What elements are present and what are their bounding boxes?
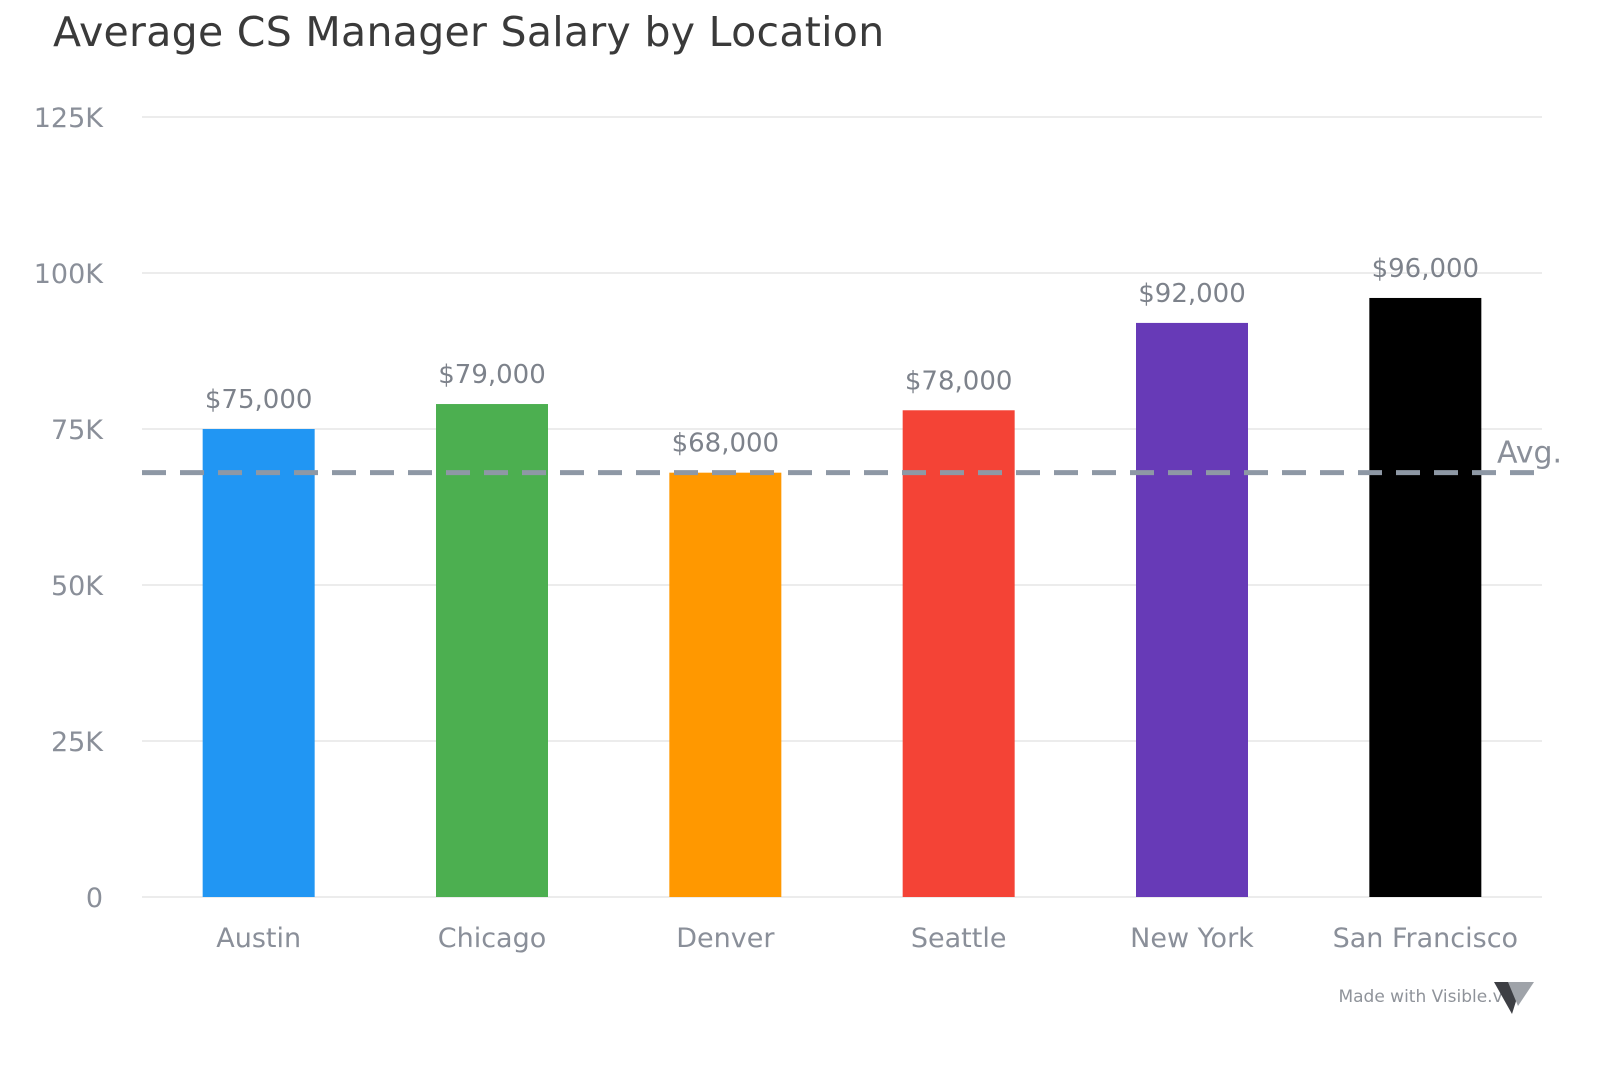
y-tick-label: 75K bbox=[51, 415, 104, 446]
grid-lines bbox=[142, 116, 1542, 898]
x-category-label: New York bbox=[1130, 923, 1254, 954]
x-category-label: Seattle bbox=[911, 923, 1007, 954]
data-labels: $75,000 $79,000 $68,000 $78,000 $92,000 $96,0… bbox=[205, 254, 1479, 459]
chart-title: Average CS Manager Salary by Location bbox=[53, 8, 885, 56]
bar-value-label: $79,000 bbox=[438, 360, 546, 390]
y-axis-ticks: 0 25K 50K 75K 100K 125K bbox=[34, 103, 105, 914]
bars bbox=[202, 297, 1482, 898]
y-tick-label: 50K bbox=[51, 571, 104, 602]
bar-value-label: $78,000 bbox=[905, 366, 1013, 396]
bar-value-label: $92,000 bbox=[1138, 279, 1246, 309]
bar[interactable] bbox=[436, 404, 548, 897]
y-tick-label: 25K bbox=[51, 727, 104, 758]
x-category-label: Denver bbox=[676, 923, 775, 954]
y-tick-label: 0 bbox=[86, 883, 103, 914]
bar[interactable] bbox=[669, 472, 782, 897]
bar-value-label: $68,000 bbox=[672, 429, 780, 459]
y-tick-label: 100K bbox=[34, 259, 105, 290]
visible-logo-icon bbox=[1494, 982, 1534, 1014]
average-line-group: Avg. bbox=[142, 436, 1562, 476]
bar[interactable] bbox=[1369, 297, 1482, 898]
bar-value-label: $96,000 bbox=[1372, 254, 1480, 284]
bar[interactable] bbox=[202, 429, 315, 897]
x-category-label: San Francisco bbox=[1333, 923, 1518, 954]
x-category-label: Chicago bbox=[438, 923, 547, 954]
x-axis-labels: Austin Chicago Denver Seattle New York San Fr… bbox=[216, 923, 1518, 954]
average-line-label: Avg. bbox=[1497, 436, 1562, 471]
x-category-label: Austin bbox=[216, 923, 301, 954]
bar[interactable] bbox=[902, 410, 1015, 897]
bar-value-label: $75,000 bbox=[205, 385, 313, 415]
made-with-credit[interactable]: Made with Visible.vc bbox=[1338, 987, 1512, 1007]
bar[interactable] bbox=[1136, 322, 1248, 897]
y-tick-label: 125K bbox=[34, 103, 105, 134]
